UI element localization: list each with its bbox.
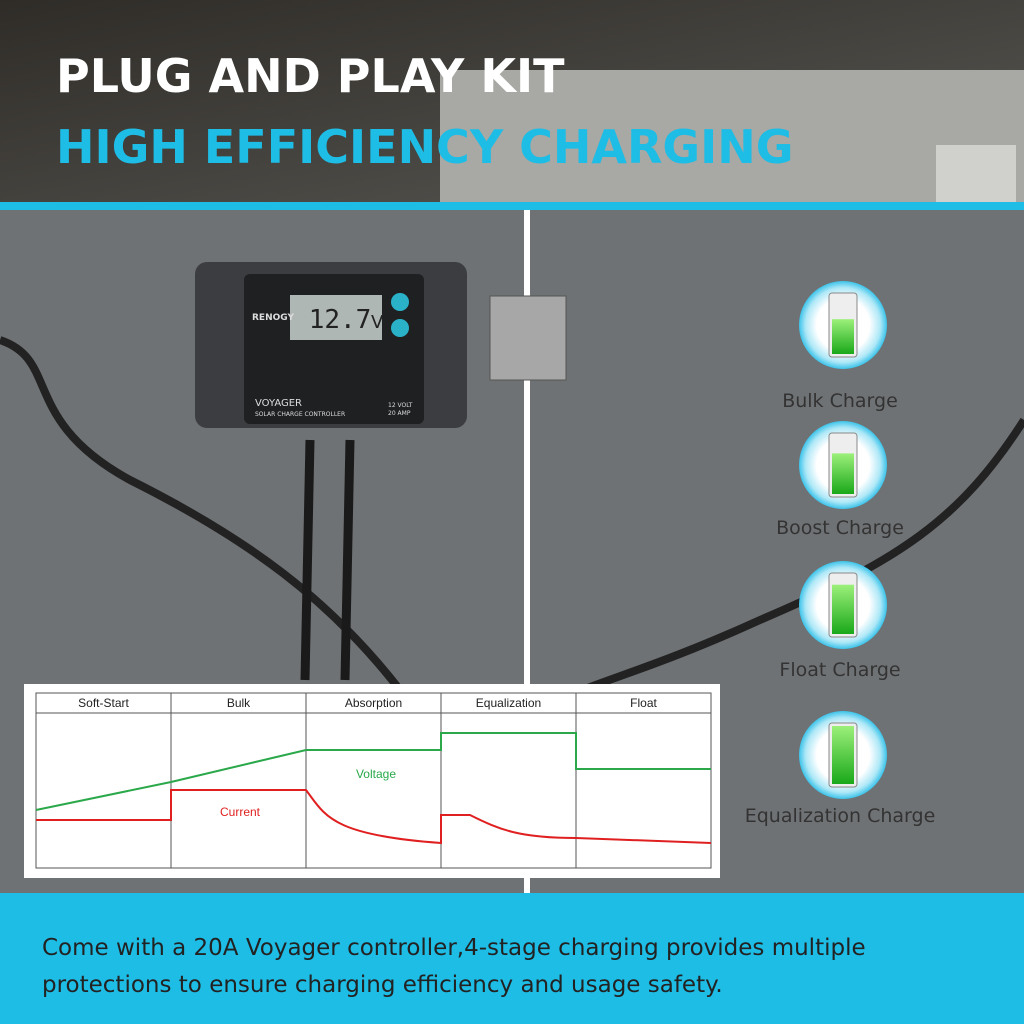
lcd: [290, 295, 382, 340]
stripe: [0, 202, 1024, 210]
rating-amp: 20 AMP: [388, 410, 411, 417]
voltage-label: Voltage: [356, 767, 396, 781]
caption: protections to ensure charging efficienc…: [42, 972, 723, 998]
rating-volt: 12 VOLT: [388, 402, 413, 409]
display-value: 12.7: [309, 305, 372, 335]
current-label: Current: [220, 805, 261, 819]
caption: Come with a 20A Voyager controller,4-sta…: [42, 935, 866, 961]
headline: PLUG AND PLAY KIT: [56, 49, 565, 103]
stage-header: Bulk: [227, 696, 251, 710]
battery-level: [832, 319, 854, 354]
cable: [300, 439, 355, 681]
model: VOYAGER: [255, 398, 302, 409]
current-curve: [36, 789, 712, 845]
stage-label: Bulk Charge: [782, 390, 898, 412]
stage-header: Soft-Start: [78, 696, 129, 710]
panel-gap: [524, 210, 530, 893]
diagram-frame: [35, 692, 712, 869]
cable: [0, 336, 404, 693]
voltage-curve: [35, 732, 711, 811]
stage-header: Equalization: [476, 696, 541, 710]
caption-band: [0, 893, 1024, 1024]
battery-level: [832, 584, 854, 634]
button: [391, 319, 409, 337]
stage-label: Boost Charge: [776, 517, 904, 539]
battery-level: [832, 726, 854, 784]
rv-body: [440, 70, 1024, 210]
battery-level: [832, 453, 854, 494]
stage-header: Float: [630, 696, 657, 710]
stage-label: Float Charge: [779, 659, 900, 681]
stage-header: Absorption: [345, 696, 402, 710]
model-subtitle: SOLAR CHARGE CONTROLLER: [255, 411, 345, 418]
stage-label: Equalization Charge: [745, 805, 936, 827]
hinge: [489, 295, 567, 381]
button: [391, 293, 409, 311]
brand: RENOGY: [252, 313, 294, 323]
cable: [558, 417, 1024, 704]
display-unit: V: [371, 312, 384, 333]
diagram: [24, 684, 720, 878]
rv-window: [936, 145, 1016, 210]
headline-accent: HIGH EFFICIENCY CHARGING: [56, 120, 794, 174]
